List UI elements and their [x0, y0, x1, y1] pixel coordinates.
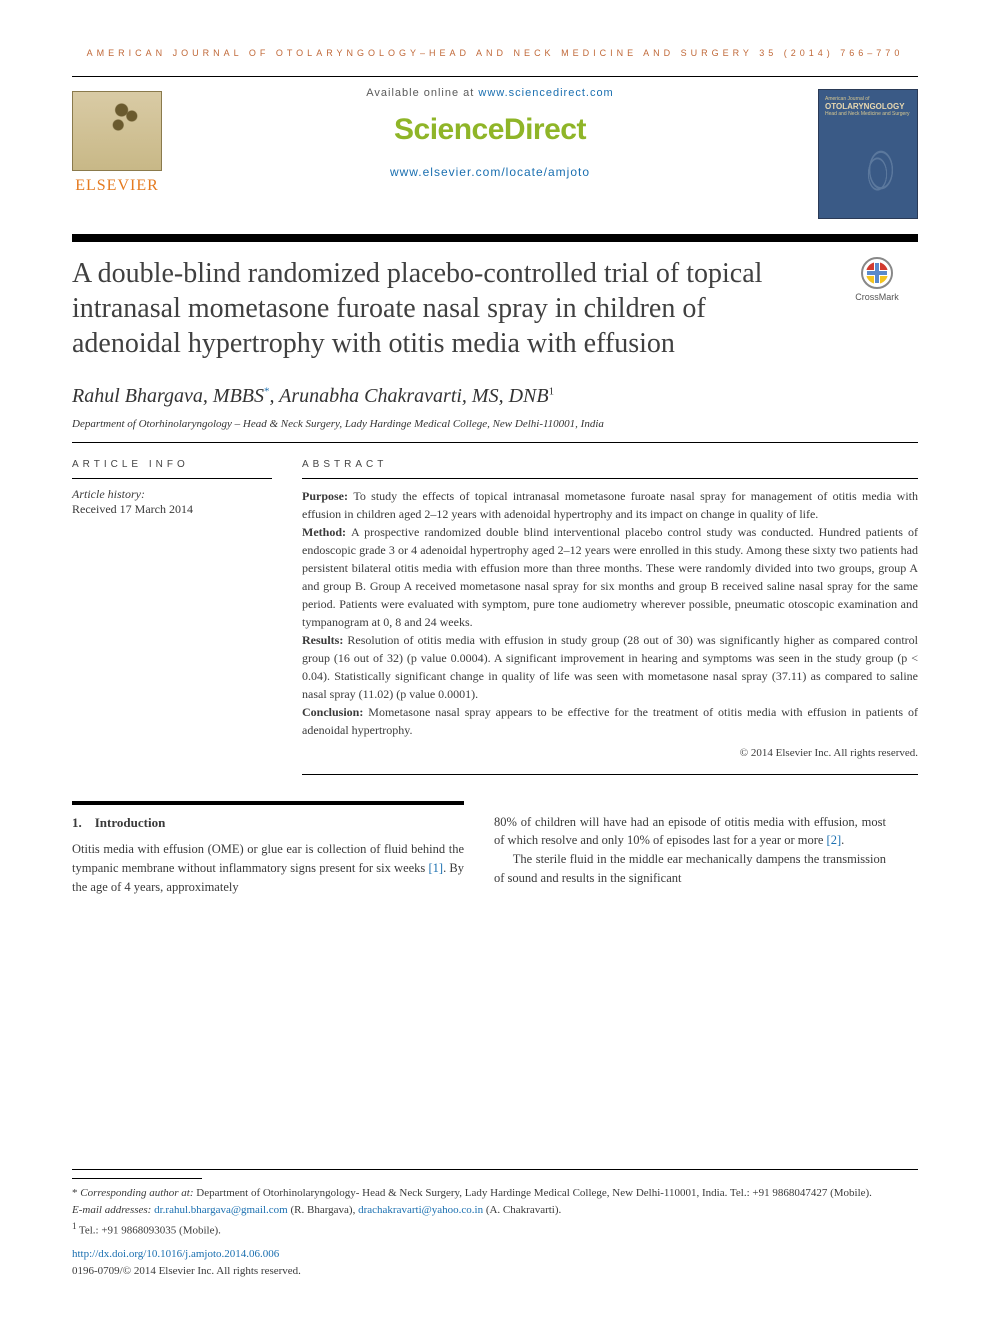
abstract-rule [302, 478, 918, 479]
footnotes: * Corresponding author at: Department of… [72, 1169, 918, 1280]
section-heading-1: 1. Introduction [72, 813, 464, 833]
ref-link-2[interactable]: [2] [827, 833, 842, 847]
cover-ear-icon [839, 130, 909, 210]
body-col-left: 1. Introduction Otitis media with effusi… [72, 813, 464, 897]
results-text: Resolution of otitis media with effusion… [302, 633, 918, 701]
journal-cover-thumb: American Journal of OTOLARYNGOLOGY Head … [818, 89, 918, 219]
corr-label: Corresponding author at: [80, 1187, 196, 1199]
results-label: Results: [302, 633, 347, 647]
method-label: Method: [302, 525, 351, 539]
conclusion-text: Mometasone nasal spray appears to be eff… [302, 705, 918, 737]
elsevier-tree-icon [72, 91, 162, 171]
body-p3: The sterile fluid in the middle ear mech… [494, 850, 886, 888]
purpose-label: Purpose: [302, 489, 353, 503]
email-line: E-mail addresses: dr.rahul.bhargava@gmai… [72, 1202, 918, 1219]
ref-link-1[interactable]: [1] [429, 861, 444, 875]
section-rule [72, 801, 464, 805]
sciencedirect-logo: ScienceDirect [212, 113, 768, 147]
doi-block: http://dx.doi.org/10.1016/j.amjoto.2014.… [72, 1246, 918, 1280]
journal-homepage-line: www.elsevier.com/locate/amjoto [212, 165, 768, 179]
author-2: Arunabha Chakravarti, MS, DNB [279, 385, 548, 407]
affiliation: Department of Otorhinolaryngology – Head… [72, 418, 918, 443]
sciencedirect-link[interactable]: www.sciencedirect.com [478, 87, 613, 99]
abstract-conclusion: Conclusion: Mometasone nasal spray appea… [302, 703, 918, 739]
body-p2: 80% of children will have had an episode… [494, 813, 886, 851]
thick-rule [72, 234, 918, 242]
fn1-text: Tel.: +91 9868093035 (Mobile). [79, 1225, 221, 1237]
body-p2b: . [841, 833, 844, 847]
cover-sub-text: Head and Neck Medicine and Surgery [825, 111, 911, 117]
issn-copyright: 0196-0709/© 2014 Elsevier Inc. All right… [72, 1265, 301, 1277]
crossmark-badge[interactable]: CrossMark [836, 256, 918, 361]
author-2-fn-mark[interactable]: 1 [549, 385, 555, 397]
email-1-who: (R. Bhargava), [288, 1204, 358, 1216]
body-p1: Otitis media with effusion (OME) or glue… [72, 840, 464, 896]
abstract-bottom-rule [302, 774, 918, 775]
abstract-head: ABSTRACT [302, 459, 918, 470]
email-2-link[interactable]: drachakravarti@yahoo.co.in [358, 1204, 483, 1216]
corresponding-author: * Corresponding author at: Department of… [72, 1185, 918, 1202]
footnote-1: 1 Tel.: +91 9868093035 (Mobile). [72, 1219, 918, 1240]
email-1-link[interactable]: dr.rahul.bhargava@gmail.com [154, 1204, 288, 1216]
purpose-text: To study the effects of topical intranas… [302, 489, 918, 521]
abstract-method: Method: A prospective randomized double … [302, 523, 918, 631]
conclusion-label: Conclusion: [302, 705, 368, 719]
email-label: E-mail addresses: [72, 1204, 154, 1216]
corr-mark: * [72, 1187, 80, 1199]
abstract-block: ABSTRACT Purpose: To study the effects o… [302, 459, 918, 775]
abstract-results: Results: Resolution of otitis media with… [302, 631, 918, 703]
available-prefix: Available online at [366, 87, 478, 99]
article-info-block: ARTICLE INFO Article history: Received 1… [72, 459, 272, 775]
author-1: Rahul Bhargava, MBBS [72, 385, 264, 407]
header-center: Available online at www.sciencedirect.co… [212, 87, 768, 179]
method-text: A prospective randomized double blind in… [302, 525, 918, 629]
available-online-line: Available online at www.sciencedirect.co… [212, 87, 768, 99]
running-head: AMERICAN JOURNAL OF OTOLARYNGOLOGY–HEAD … [72, 48, 918, 58]
elsevier-wordmark: ELSEVIER [72, 177, 162, 195]
doi-link[interactable]: http://dx.doi.org/10.1016/j.amjoto.2014.… [72, 1248, 279, 1260]
journal-header: ELSEVIER Available online at www.science… [72, 76, 918, 226]
body-p1a: Otitis media with effusion (OME) or glue… [72, 842, 464, 875]
journal-homepage-link[interactable]: www.elsevier.com/locate/amjoto [390, 165, 590, 179]
author-sep: , [270, 385, 280, 407]
elsevier-logo: ELSEVIER [72, 91, 162, 201]
fn1-mark: 1 [72, 1221, 79, 1231]
crossmark-label: CrossMark [855, 292, 899, 302]
body-columns: 1. Introduction Otitis media with effusi… [72, 813, 918, 897]
body-col-right: 80% of children will have had an episode… [494, 813, 886, 897]
article-title: A double-blind randomized placebo-contro… [72, 256, 816, 361]
abstract-copyright: © 2014 Elsevier Inc. All rights reserved… [302, 745, 918, 762]
history-received: Received 17 March 2014 [72, 502, 272, 517]
article-info-head: ARTICLE INFO [72, 459, 272, 470]
info-rule [72, 478, 272, 479]
email-2-who: (A. Chakravarti). [483, 1204, 561, 1216]
crossmark-icon [860, 256, 894, 290]
cover-big-text: OTOLARYNGOLOGY [825, 102, 911, 111]
abstract-purpose: Purpose: To study the effects of topical… [302, 487, 918, 523]
corr-text: Department of Otorhinolaryngology- Head … [196, 1187, 872, 1199]
history-label: Article history: [72, 487, 272, 502]
author-list: Rahul Bhargava, MBBS*, Arunabha Chakrava… [72, 385, 918, 408]
footnote-short-rule [72, 1178, 202, 1179]
